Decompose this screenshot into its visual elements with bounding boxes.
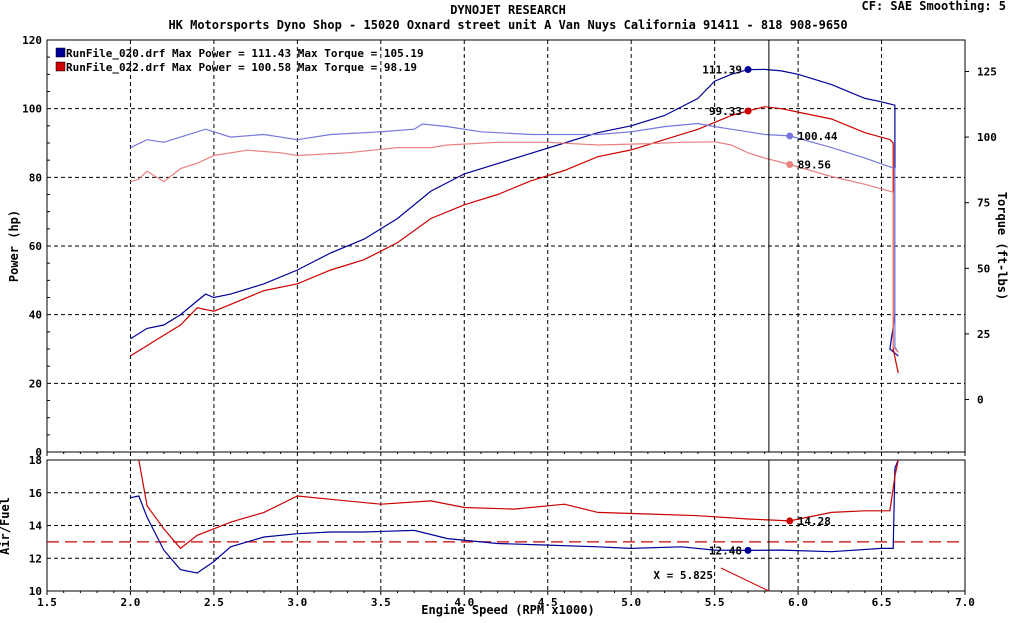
power-y-tick-label: 80 [29, 171, 42, 184]
annotation-marker [744, 66, 752, 74]
power-y-tick-label: 120 [22, 34, 42, 47]
legend-entry-run-020: RunFile_020.drf Max Power = 111.43 Max T… [66, 47, 424, 60]
power-torque-panel: 0 20 40 60 80 100 120 0 25 50 75 100 125 111.39 99.3… [7, 34, 1009, 459]
afr-series-line-1 [138, 460, 899, 550]
annotation-marker [744, 107, 752, 115]
afr-annotation-label: 12.48 [709, 544, 742, 557]
afr-annotations: 14.28 12.48 [709, 515, 831, 557]
afr-series [130, 460, 899, 574]
torque-y-tick-label: 75 [977, 197, 990, 210]
torque-axis-label: Torque (ft-lbs) [995, 192, 1009, 300]
rpm-axis-label: Engine Speed (RPM x1000) [421, 603, 594, 617]
torque-y-ticks: 0 25 50 75 100 125 [965, 65, 997, 407]
power-y-tick-label: 0 [35, 446, 42, 459]
air-fuel-panel: 10 12 14 16 18 1.5 2.0 2.5 3.0 3.5 4.0 4.5 5.0 5.5 6.… [0, 454, 975, 617]
annotation-marker [786, 160, 794, 168]
annotation-marker [786, 132, 794, 140]
power-y-tick-label: 20 [29, 377, 42, 390]
torque-y-tick-label: 100 [977, 131, 997, 144]
cursor-readout-leader [720, 567, 770, 592]
rpm-tick-label: 6.0 [788, 596, 808, 609]
series-line-3 [130, 141, 899, 353]
torque-y-tick-label: 0 [977, 394, 984, 407]
afr-series-line-0 [130, 460, 899, 574]
afr-y-tick-label: 14 [29, 520, 43, 533]
afr-annotation-label: 14.28 [798, 515, 831, 528]
power-torque-series [130, 68, 899, 374]
afr-annotation-marker [744, 546, 752, 554]
annotation-label: 111.39 [702, 64, 742, 77]
annotation-label: 100.44 [798, 130, 838, 143]
torque-y-tick-label: 125 [977, 65, 997, 78]
series-line-2 [130, 122, 899, 353]
rpm-tick-label: 1.5 [37, 596, 57, 609]
afr-y-tick-label: 18 [29, 454, 42, 467]
afr-x-ticks: 1.5 2.0 2.5 3.0 3.5 4.0 4.5 5.0 5.5 6.0 6.5 7.0 [37, 591, 975, 609]
rpm-tick-label: 6.5 [872, 596, 892, 609]
legend-swatch-run-022[interactable] [55, 61, 66, 72]
power-y-ticks: 0 20 40 60 80 100 120 [22, 34, 50, 459]
settings-label: CF: SAE Smoothing: 5 [862, 0, 1007, 13]
rpm-tick-label: 3.0 [287, 596, 307, 609]
rpm-tick-label: 2.5 [204, 596, 224, 609]
legend-swatch-run-020[interactable] [55, 47, 66, 58]
chart-title: DYNOJET RESEARCH [450, 3, 566, 17]
power-annotations: 111.39 99.33 100.44 89.56 [702, 64, 838, 172]
rpm-tick-label: 4.5 [538, 596, 558, 609]
power-grid [47, 40, 965, 452]
afr-grid [47, 460, 965, 591]
torque-y-tick-label: 50 [977, 262, 990, 275]
afr-y-tick-label: 12 [29, 552, 42, 565]
annotation-label: 99.33 [709, 105, 742, 118]
afr-axis-label: Air/Fuel [0, 497, 12, 555]
rpm-tick-label: 5.5 [705, 596, 725, 609]
chart-subtitle: HK Motorsports Dyno Shop - 15020 Oxnard … [168, 18, 847, 32]
legend: RunFile_020.drf Max Power = 111.43 Max T… [55, 47, 424, 74]
afr-y-tick-label: 10 [29, 585, 42, 598]
rpm-tick-label: 4.0 [454, 596, 474, 609]
cursor-readout: X = 5.825 [653, 569, 713, 582]
power-x-ticks [46, 452, 966, 456]
rpm-tick-label: 5.0 [621, 596, 641, 609]
rpm-tick-label: 7.0 [955, 596, 975, 609]
power-y-tick-label: 60 [29, 240, 42, 253]
series-line-1 [130, 106, 899, 374]
afr-y-tick-label: 16 [29, 487, 43, 500]
afr-annotation-marker [786, 517, 794, 525]
power-y-tick-label: 40 [29, 309, 42, 322]
annotation-label: 89.56 [798, 158, 831, 171]
power-axis-label: Power (hp) [7, 210, 21, 282]
legend-entry-run-022: RunFile_022.drf Max Power = 100.58 Max T… [66, 61, 417, 74]
power-y-tick-label: 100 [22, 103, 42, 116]
torque-y-tick-label: 25 [977, 328, 990, 341]
afr-y-ticks: 10 12 14 16 18 [29, 454, 43, 598]
rpm-tick-label: 3.5 [371, 596, 391, 609]
rpm-tick-label: 2.0 [121, 596, 141, 609]
